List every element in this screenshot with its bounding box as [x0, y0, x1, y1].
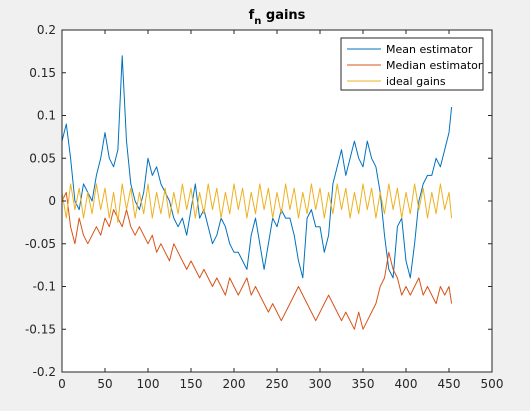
y-tick-label: -0.1: [33, 280, 56, 294]
y-tick-label: -0.05: [25, 237, 56, 251]
x-tick-label: 150: [180, 377, 203, 391]
x-tick-label: 500: [481, 377, 504, 391]
y-tick-label: 0.15: [29, 66, 56, 80]
chart-title: fn gains: [249, 8, 306, 27]
x-tick-label: 0: [58, 377, 66, 391]
legend-label: ideal gains: [386, 75, 446, 88]
x-tick-label: 350: [352, 377, 375, 391]
x-tick-label: 450: [438, 377, 461, 391]
x-tick-label: 400: [395, 377, 418, 391]
y-tick-label: 0.2: [37, 23, 56, 37]
y-tick-label: -0.2: [33, 365, 56, 379]
series-line-0: [61, 55, 453, 279]
legend-label: Mean estimator: [386, 43, 473, 56]
x-tick-label: 250: [266, 377, 289, 391]
series-line-2: [61, 183, 453, 223]
series-line-1: [61, 191, 453, 330]
x-tick-label: 100: [137, 377, 160, 391]
y-tick-label: 0.05: [29, 151, 56, 165]
y-tick-label: 0.1: [37, 109, 56, 123]
chart-title-suffix: gains: [261, 8, 305, 23]
x-tick-label: 300: [309, 377, 332, 391]
y-tick-label: 0: [48, 194, 56, 208]
chart-title-subscript: n: [254, 16, 261, 27]
y-tick-label: -0.15: [25, 322, 56, 336]
x-tick-label: 200: [223, 377, 246, 391]
chart-title-main: f: [249, 8, 255, 23]
legend-label: Median estimator: [386, 59, 483, 72]
x-tick-label: 50: [97, 377, 112, 391]
ticks-layer: 0 50 100 150 200 250 300 350 400 450 500 -0.2 -0.15 -…: [25, 23, 504, 391]
legend: Mean estimator Median estimator ideal gain…: [340, 37, 484, 91]
series-layer: [61, 55, 453, 330]
